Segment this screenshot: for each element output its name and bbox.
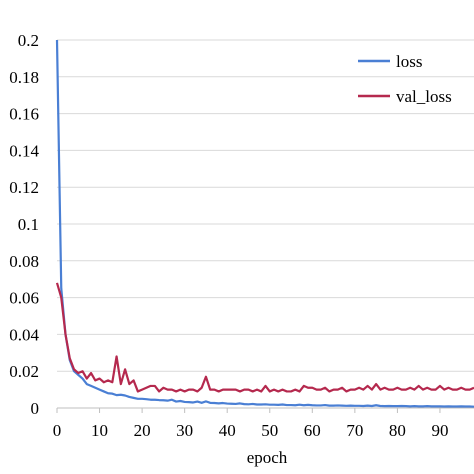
legend-label-val-loss: val_loss: [396, 87, 452, 106]
y-tick-label: 0.12: [9, 178, 39, 197]
x-tick-label: 40: [219, 421, 236, 440]
y-tick-label: 0.08: [9, 252, 39, 271]
legend-label-loss: loss: [396, 52, 422, 71]
x-tick-label: 90: [431, 421, 448, 440]
y-tick-label: 0.18: [9, 68, 39, 87]
x-tick-label: 50: [261, 421, 278, 440]
series-lines: [55, 39, 474, 408]
y-tick-label: 0: [31, 399, 40, 418]
y-tick-label: 0.06: [9, 289, 39, 308]
x-tick-label: 70: [346, 421, 363, 440]
x-tick-label: 30: [176, 421, 193, 440]
x-tick-label: 20: [134, 421, 151, 440]
x-tick-label: 10: [91, 421, 108, 440]
x-tick-label: 80: [389, 421, 406, 440]
loss-series-line: [55, 39, 474, 408]
y-tick-label: 0.14: [9, 141, 39, 160]
y-tick-label: 0.02: [9, 362, 39, 381]
y-tick-label: 0.04: [9, 325, 39, 344]
y-tick-label: 0.1: [18, 215, 39, 234]
y-tick-label: 0.16: [9, 105, 39, 124]
legend: loss val_loss: [358, 52, 452, 106]
x-axis-title: epoch: [247, 448, 288, 467]
x-tick-label: 0: [53, 421, 62, 440]
axes: 0 0.02 0.04 0.06 0.08 0.1 0.12 0.14 0.16 0.18 0.2 0…: [9, 31, 474, 440]
gridlines: [57, 39, 474, 372]
x-tick-label: 60: [304, 421, 321, 440]
y-tick-label: 0.2: [18, 31, 39, 50]
val-loss-series-line: [55, 282, 474, 393]
